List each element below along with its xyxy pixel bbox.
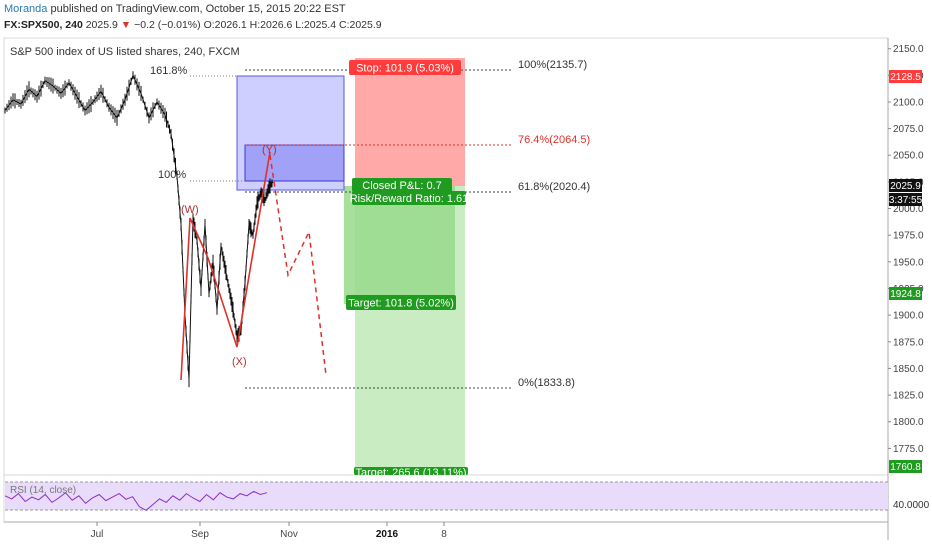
ohlc-line: FX:SPX500, 240 2025.9 ▼ −0.2 (−0.01%) O:… bbox=[4, 19, 382, 31]
rsi-band bbox=[5, 482, 888, 510]
price-tick-label: 1825.0 bbox=[893, 391, 924, 402]
wave-label-x: (X) bbox=[232, 356, 247, 368]
price-bars bbox=[4, 71, 273, 388]
stop-zone[interactable] bbox=[355, 58, 465, 186]
ext-label-100: 100% bbox=[158, 169, 186, 181]
target2-label: Target: 265.6 (13.11%) bbox=[355, 467, 466, 479]
last-price-tag bbox=[889, 179, 922, 192]
time-tick-label: Jul bbox=[91, 529, 104, 540]
price-tick-label: 1775.0 bbox=[893, 444, 924, 455]
rsi-label: RSI (14, close) bbox=[10, 485, 76, 496]
countdown-tag bbox=[889, 193, 922, 206]
time-axis[interactable]: Jul Sep Nov 2016 8 bbox=[91, 522, 448, 540]
price-tick-label: 2075.0 bbox=[893, 124, 924, 135]
fib-label-100: 100%(2135.7) bbox=[518, 59, 587, 71]
target1-price-text: 1924.8 bbox=[890, 289, 921, 300]
author-link[interactable]: Moranda bbox=[4, 3, 48, 15]
time-tick-label: Sep bbox=[191, 529, 209, 540]
fib-label-618: 61.8%(2020.4) bbox=[518, 181, 590, 193]
ext-label-1618: 161.8% bbox=[150, 65, 188, 77]
stop-price-text: 2128.5 bbox=[890, 72, 921, 83]
target1-box bbox=[346, 295, 456, 310]
countdown-text: 3:37:55 bbox=[889, 195, 923, 206]
target-box-small[interactable] bbox=[244, 144, 345, 182]
target2-box bbox=[354, 467, 468, 475]
publish-line: Moranda published on TradingView.com, Oc… bbox=[4, 3, 346, 15]
rsi-level-label: 40.0000 bbox=[893, 500, 930, 511]
profit-zone-inner[interactable] bbox=[344, 186, 455, 304]
target2-price-text: 1760.8 bbox=[890, 462, 921, 473]
wave-label-y: (Y) bbox=[262, 144, 277, 156]
published-text: published on TradingView.com, October 15… bbox=[50, 3, 346, 15]
projection-line[interactable] bbox=[269, 154, 327, 376]
chart-title: S&P 500 index of US listed shares, 240, … bbox=[10, 46, 240, 58]
wave-label-w: (W) bbox=[181, 204, 199, 216]
time-tick-label: 8 bbox=[441, 529, 447, 540]
time-tick-label: Nov bbox=[280, 529, 298, 540]
change-arrow-icon: ▼ bbox=[120, 19, 132, 31]
closed-pl-box bbox=[352, 178, 452, 192]
fib-label-764: 76.4%(2064.5) bbox=[518, 134, 590, 146]
last-price: 2025.9 bbox=[85, 19, 118, 31]
price-change: −0.2 (−0.01%) bbox=[134, 19, 201, 31]
stop-price-tag bbox=[889, 70, 922, 83]
chart-header: Moranda published on TradingView.com, Oc… bbox=[0, 0, 932, 36]
price-tick-label: 1975.0 bbox=[893, 231, 924, 242]
symbol-label[interactable]: FX:SPX500, 240 bbox=[4, 19, 83, 31]
price-tick-label: 1875.0 bbox=[893, 337, 924, 348]
target1-label: Target: 101.8 (5.02%) bbox=[348, 298, 454, 310]
price-tick-label: 2100.0 bbox=[893, 98, 924, 109]
stop-label-box bbox=[349, 60, 461, 75]
fib-label-0: 0%(1833.8) bbox=[518, 377, 575, 389]
price-tick-label: 1800.0 bbox=[893, 417, 924, 428]
target1-price-tag bbox=[889, 287, 922, 300]
price-tick-label: 1850.0 bbox=[893, 364, 924, 375]
price-tick-label: 2150.0 bbox=[893, 44, 924, 55]
price-axis[interactable]: 2150.02125.02100.02075.02050.02025.02000… bbox=[888, 44, 924, 455]
rr-label: Risk/Reward Ratio: 1.61 bbox=[350, 193, 469, 205]
stop-label: Stop: 101.9 (5.03%) bbox=[356, 63, 454, 75]
target2-price-tag bbox=[889, 460, 922, 473]
closed-pl-label: Closed P&L: 0.7 bbox=[362, 180, 442, 192]
target2-clip: Target: 265.6 (13.11%) bbox=[355, 467, 466, 479]
rsi-line bbox=[4, 490, 268, 511]
rr-box bbox=[352, 191, 466, 205]
price-tick-label: 2000.0 bbox=[893, 204, 924, 215]
price-tick-label: 1950.0 bbox=[893, 257, 924, 268]
last-price-text: 2025.9 bbox=[890, 181, 921, 192]
wave-pattern-line[interactable] bbox=[180, 151, 271, 381]
ohlc-values: O:2026.1 H:2026.6 L:2025.4 C:2025.9 bbox=[203, 19, 382, 31]
time-tick-label: 2016 bbox=[376, 529, 399, 540]
price-tick-label: 2050.0 bbox=[893, 151, 924, 162]
price-tick-label: 1900.0 bbox=[893, 311, 924, 322]
